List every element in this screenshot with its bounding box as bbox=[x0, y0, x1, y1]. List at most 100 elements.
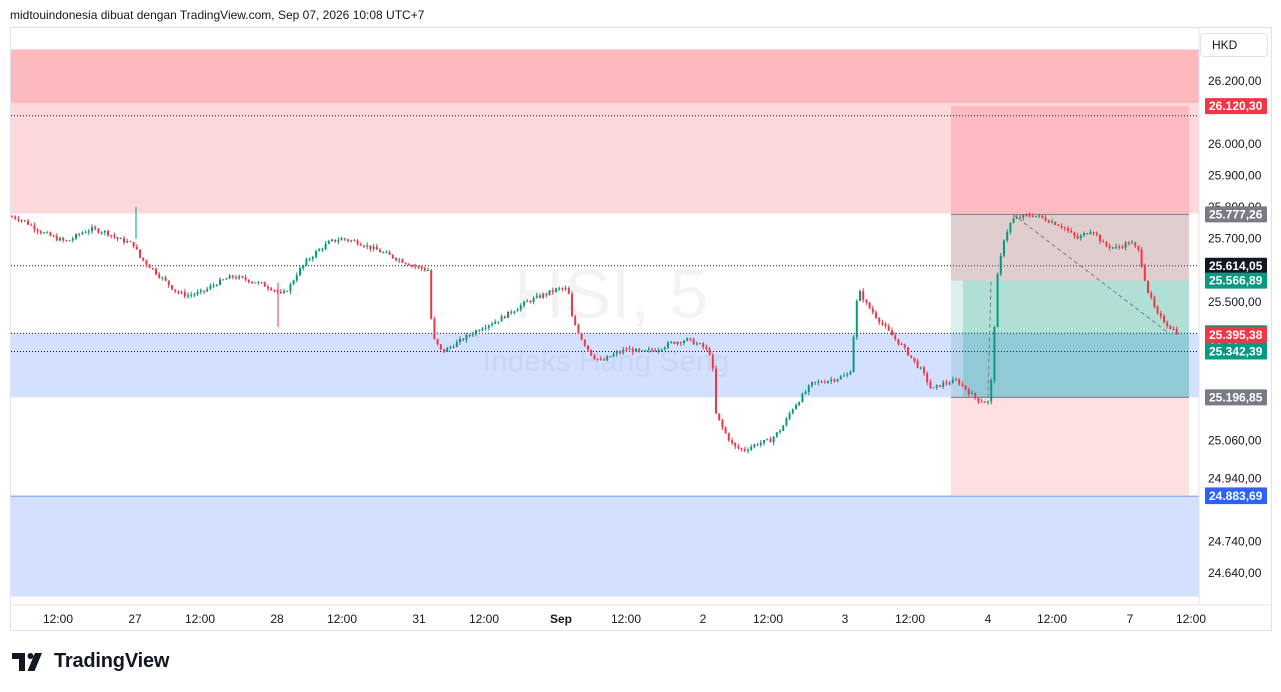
candle-body bbox=[1095, 233, 1098, 235]
candle-body bbox=[727, 433, 730, 441]
candle-body bbox=[801, 393, 804, 403]
chart-caption: midtouindonesia dibuat dengan TradingVie… bbox=[10, 8, 425, 22]
candle-body bbox=[945, 382, 948, 384]
candle-body bbox=[1079, 235, 1082, 239]
price-tag-label: 26.120,30 bbox=[1209, 99, 1263, 113]
x-tick-label: 2 bbox=[700, 612, 707, 626]
candle-body bbox=[203, 290, 205, 292]
y-tick-label: 24.740,00 bbox=[1208, 534, 1262, 548]
candle-body bbox=[30, 224, 33, 226]
candle-body bbox=[807, 385, 810, 392]
candle-body bbox=[939, 385, 941, 387]
candle-body bbox=[705, 347, 708, 349]
currency-selector[interactable]: HKD bbox=[1200, 33, 1268, 57]
candle-body bbox=[772, 436, 775, 443]
candle-body bbox=[116, 237, 119, 240]
y-tick-label: 25.900,00 bbox=[1208, 169, 1262, 183]
candle-body bbox=[894, 335, 897, 339]
candle-body bbox=[635, 348, 637, 353]
candle-body bbox=[71, 238, 74, 241]
chart-frame[interactable]: HSI, 5 Indeks Hang Seng 26.200,00 26.000,0… bbox=[10, 27, 1272, 631]
candle-body bbox=[545, 293, 548, 295]
tradingview-logo[interactable]: TradingView bbox=[12, 650, 169, 673]
candle-body bbox=[996, 274, 999, 328]
candle-body bbox=[907, 347, 909, 356]
candle-body bbox=[919, 367, 922, 369]
candle-body bbox=[961, 384, 964, 386]
candle-body bbox=[958, 379, 961, 385]
candle-body bbox=[631, 348, 634, 353]
candle-body bbox=[539, 295, 541, 298]
candle-body bbox=[865, 300, 868, 303]
candle-body bbox=[155, 268, 157, 275]
candle-body bbox=[388, 252, 391, 255]
candle-body bbox=[132, 241, 135, 247]
candle-body bbox=[423, 268, 426, 271]
candle-body bbox=[305, 259, 308, 266]
candle-body bbox=[1150, 292, 1153, 298]
candle-body bbox=[619, 352, 621, 354]
price-tag-bg bbox=[1205, 206, 1267, 223]
candle-body bbox=[513, 311, 516, 313]
candle-body bbox=[1115, 246, 1117, 248]
candle-body bbox=[615, 352, 618, 355]
price-tag-bg bbox=[1205, 488, 1267, 505]
projection-dash-1 bbox=[1012, 214, 1170, 334]
candle-body bbox=[846, 374, 849, 376]
candle-body bbox=[286, 291, 289, 293]
candle-body bbox=[839, 376, 842, 380]
zone-demand bbox=[11, 333, 1199, 398]
candle-body bbox=[737, 446, 740, 449]
candle-body bbox=[942, 382, 945, 387]
candle-body bbox=[366, 245, 369, 247]
candle-body bbox=[775, 432, 778, 437]
candle-body bbox=[27, 220, 29, 225]
candle-body bbox=[587, 345, 589, 350]
projection-dash-0 bbox=[987, 280, 992, 398]
candle-body bbox=[126, 241, 129, 243]
candle-body bbox=[49, 232, 52, 236]
candle-body bbox=[84, 232, 87, 234]
x-tick-label: 12:00 bbox=[43, 612, 73, 626]
candle-body bbox=[1012, 218, 1015, 223]
candle-body bbox=[443, 349, 445, 352]
candle-body bbox=[1172, 328, 1175, 330]
candle-body bbox=[590, 349, 593, 356]
candle-body bbox=[1057, 224, 1060, 226]
candle-body bbox=[129, 241, 132, 243]
candle-body bbox=[609, 356, 612, 358]
candle-body bbox=[532, 297, 535, 302]
candle-body bbox=[263, 282, 266, 287]
candle-body bbox=[583, 339, 586, 346]
candle-body bbox=[1073, 232, 1076, 236]
candle-body bbox=[852, 337, 855, 373]
candle-body bbox=[558, 288, 561, 290]
x-tick-label: 27 bbox=[128, 612, 142, 626]
candle-body bbox=[171, 285, 173, 290]
candle-body bbox=[1006, 232, 1009, 241]
candle-body bbox=[612, 354, 615, 357]
candle-body bbox=[343, 238, 346, 240]
candle-body bbox=[523, 301, 525, 306]
price-tag-label: 25.614,05 bbox=[1209, 259, 1263, 273]
candle-body bbox=[980, 401, 983, 403]
price-tag: 24.883,69 bbox=[1205, 488, 1267, 505]
candle-body bbox=[1083, 233, 1085, 236]
price-tag: 25.566,89 bbox=[1205, 272, 1267, 289]
candle-body bbox=[75, 234, 77, 239]
candle-body bbox=[481, 328, 484, 331]
candle-body bbox=[190, 294, 193, 296]
candle-body bbox=[292, 280, 295, 285]
candle-body bbox=[196, 291, 199, 295]
candle-body bbox=[683, 340, 685, 344]
candle-body bbox=[468, 335, 471, 337]
candle-body bbox=[475, 330, 477, 335]
candle-body bbox=[199, 290, 202, 292]
candle-body bbox=[311, 256, 314, 260]
candle-body bbox=[174, 289, 177, 292]
candle-body bbox=[766, 439, 769, 441]
candle-body bbox=[254, 282, 257, 284]
candle-body bbox=[283, 291, 285, 293]
candle-body bbox=[1124, 242, 1127, 248]
